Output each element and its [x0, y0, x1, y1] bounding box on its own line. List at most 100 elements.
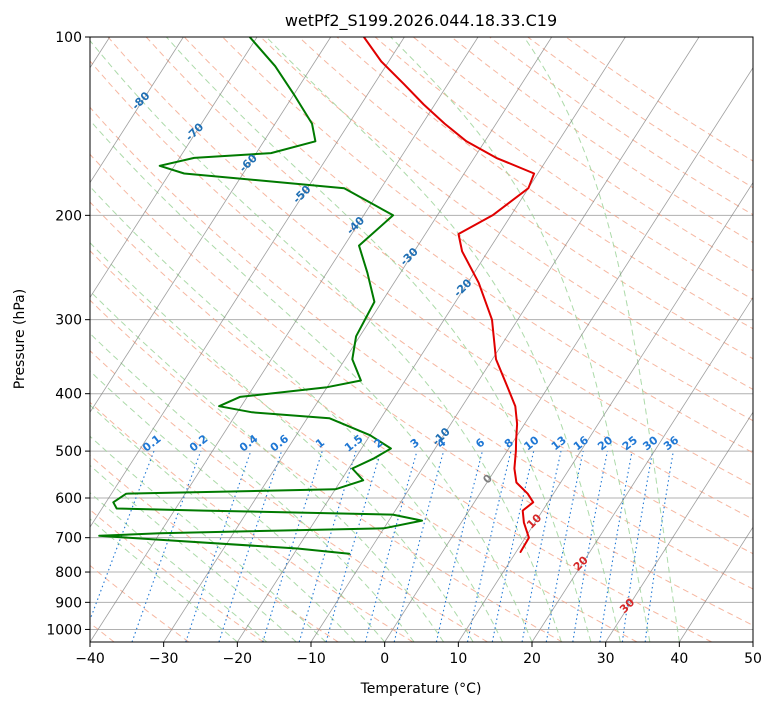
y-axis-ticks: 100 200 300 400 500 600 700 800 900 1000: [46, 30, 90, 638]
dry-adiabat: [90, 350, 488, 642]
dry-adiabat: [90, 250, 638, 642]
mixing-ratio-line: [393, 450, 445, 642]
isotherm-line: [531, 296, 753, 642]
moist-adiabat: [90, 290, 445, 642]
isotherm-line: [310, 37, 700, 642]
mixing-ratio-label: 6: [473, 436, 487, 451]
isotherm-label: -30: [398, 245, 421, 268]
dry-adiabat: [489, 37, 753, 216]
mixing-ratio-label: 8: [502, 436, 516, 451]
x-tick-label: 30: [597, 651, 615, 667]
y-tick-label: 500: [55, 444, 82, 460]
isotherm-line: [605, 411, 753, 642]
x-tick-label: −20: [223, 651, 253, 667]
dry-adiabat: [90, 454, 339, 642]
mixing-ratio-line: [298, 450, 357, 642]
y-tick-label: 900: [55, 595, 82, 611]
dewpoint-line: [98, 37, 423, 555]
mixing-ratio-label: 1: [313, 436, 327, 451]
mixing-ratio-line: [218, 450, 283, 642]
isotherm-label: -10: [430, 425, 453, 448]
dry-adiabat: [374, 37, 753, 300]
moist-adiabat: [90, 39, 562, 642]
moist-adiabat: [390, 37, 651, 642]
x-tick-label: −30: [149, 651, 179, 667]
y-tick-label: 800: [55, 565, 82, 581]
moist-adiabat: [90, 332, 415, 642]
mixing-ratio-label: 25: [620, 434, 640, 454]
y-tick-label: 400: [55, 387, 82, 403]
isotherm-line: [163, 37, 553, 642]
temperature-line: [362, 37, 536, 553]
moist-adiabat: [90, 404, 356, 642]
dry-adiabat: [412, 37, 753, 272]
y-axis-title: Pressure (hPa): [12, 289, 28, 389]
moist-adiabat: [265, 37, 621, 642]
moist-adiabat: [166, 37, 592, 642]
isotherm-line: [90, 37, 332, 414]
mixing-ratio-line: [572, 450, 608, 642]
dry-adiabat: [90, 401, 414, 642]
mixing-ratio-label: 16: [571, 433, 591, 453]
dry-adiabat: [90, 509, 264, 642]
mixing-ratio-label: 30: [640, 433, 660, 453]
mixing-ratio-line: [599, 450, 633, 642]
isotherm-line: [236, 37, 626, 642]
x-tick-label: 10: [449, 651, 467, 667]
mixing-ratio-line: [644, 451, 674, 642]
y-tick-label: 600: [55, 491, 82, 507]
isotherm-line: [90, 37, 405, 528]
dry-adiabat: [565, 37, 753, 162]
mixing-ratio-line: [491, 450, 535, 642]
dry-adiabat: [90, 153, 753, 626]
isotherm-label: -50: [290, 183, 313, 206]
mixing-ratio-line: [521, 450, 562, 642]
dry-adiabat: [260, 37, 753, 390]
dry-adiabat: [107, 37, 753, 520]
isotherm-line: [90, 37, 258, 299]
mixing-ratio-label: 13: [549, 433, 569, 453]
y-tick-label: 100: [55, 30, 82, 46]
moist-adiabat: [90, 119, 533, 642]
dry-adiabat: [90, 299, 563, 642]
mixing-ratio-lines: [90, 450, 674, 642]
isotherm-line: [678, 526, 753, 642]
mixing-ratio-line: [131, 450, 202, 642]
isotherms: [90, 37, 753, 642]
x-tick-label: −10: [296, 651, 326, 667]
isotherm-line: [90, 37, 479, 642]
x-tick-label: 40: [670, 651, 688, 667]
chart-title: wetPf2_S199.2026.044.18.33.C19: [285, 11, 557, 31]
isotherm-label: 30: [617, 596, 637, 616]
dry-adiabat: [222, 37, 753, 422]
moist-adiabat: [90, 518, 238, 642]
x-tick-label: 0: [380, 651, 389, 667]
x-axis-title: Temperature (°C): [360, 681, 482, 697]
dry-adiabat: [298, 37, 753, 360]
mixing-ratio-line: [262, 450, 323, 642]
mixing-ratio-line: [185, 450, 252, 642]
isotherm-label: -70: [183, 120, 206, 143]
mixing-ratio-line: [545, 450, 584, 642]
moist-adiabat: [90, 435, 327, 642]
isotherm-line: [752, 641, 753, 642]
y-tick-label: 300: [55, 313, 82, 329]
isotherm-line: [90, 37, 184, 184]
dry-adiabat: [90, 201, 712, 642]
moist-adiabat: [90, 370, 386, 642]
isotherm-line: [457, 181, 753, 642]
y-tick-label: 700: [55, 531, 82, 547]
dry-adiabat: [90, 106, 753, 590]
dry-adiabat: [90, 60, 753, 555]
x-tick-label: −40: [75, 651, 105, 667]
moist-adiabat: [90, 464, 297, 642]
sounding-series: [98, 37, 536, 555]
isotherm-label: 20: [571, 553, 591, 573]
moist-adiabat: [90, 185, 503, 642]
x-axis-ticks: −40 −30 −20 −10 0 10 20 30 40 50: [75, 642, 762, 667]
mixing-ratio-line: [621, 451, 654, 642]
y-tick-label: 200: [55, 208, 82, 224]
plot-frame: [89, 36, 754, 643]
dry-adiabat: [336, 37, 753, 330]
y-tick-label: 1000: [46, 622, 82, 638]
